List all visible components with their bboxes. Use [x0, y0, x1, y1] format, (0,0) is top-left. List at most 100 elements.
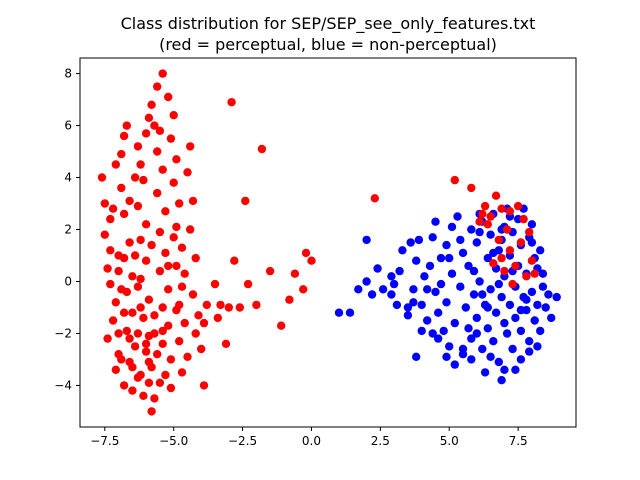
- data-point-series-1-135: [505, 207, 515, 216]
- y-tick-label: 8: [64, 67, 72, 81]
- data-point-series-0-106: [475, 227, 484, 237]
- data-point-series-0-83: [527, 287, 537, 297]
- data-point-series-1-142: [144, 357, 154, 367]
- data-point-series-1-152: [130, 173, 140, 182]
- data-point-series-0-89: [536, 246, 545, 255]
- data-point-series-1-117: [502, 225, 512, 234]
- data-point-series-0-0: [334, 308, 344, 317]
- data-point-series-0-14: [406, 238, 415, 247]
- data-point-series-1-118: [505, 246, 515, 255]
- data-point-series-1-165: [158, 326, 167, 336]
- data-point-series-1-154: [141, 129, 151, 138]
- data-point-series-1-16: [117, 183, 126, 193]
- data-point-series-0-40: [461, 303, 470, 312]
- data-point-series-1-72: [172, 261, 181, 271]
- data-point-series-1-166: [172, 305, 181, 315]
- data-point-series-1-59: [164, 321, 173, 330]
- data-point-series-0-87: [533, 300, 542, 310]
- data-point-series-0-55: [489, 337, 498, 346]
- data-point-series-1-71: [177, 243, 187, 252]
- data-point-series-1-122: [527, 256, 537, 265]
- data-point-series-1-101: [252, 300, 261, 310]
- data-point-series-0-102: [516, 355, 526, 364]
- data-point-series-1-115: [491, 191, 501, 200]
- data-point-series-0-27: [434, 334, 443, 343]
- y-axis: −4 −2 0 2 4 6 8: [54, 67, 80, 392]
- data-point-series-1-60: [158, 339, 167, 348]
- data-point-series-0-113: [522, 295, 531, 304]
- data-point-series-1-29: [133, 142, 143, 151]
- data-point-series-0-97: [458, 344, 468, 354]
- data-point-series-0-110: [478, 290, 487, 299]
- data-point-series-1-30: [136, 160, 145, 169]
- data-point-series-1-8: [108, 316, 118, 325]
- data-point-series-0-117: [423, 285, 432, 294]
- data-point-series-0-15: [409, 298, 418, 307]
- data-point-series-1-17: [125, 196, 134, 206]
- data-point-series-1-34: [136, 235, 145, 245]
- data-point-series-1-4: [106, 246, 115, 255]
- data-point-series-1-18: [119, 209, 129, 219]
- x-tick-label: −2.5: [228, 434, 257, 448]
- data-point-series-1-160: [180, 269, 189, 278]
- data-point-series-0-68: [505, 300, 515, 310]
- data-point-series-0-10: [395, 266, 404, 276]
- data-point-series-1-132: [530, 269, 539, 278]
- data-point-series-0-34: [447, 222, 457, 232]
- data-point-series-0-41: [464, 261, 473, 271]
- data-point-series-0-8: [387, 272, 396, 281]
- data-point-series-1-43: [150, 394, 159, 403]
- points-layer: [97, 69, 561, 416]
- data-point-series-0-26: [434, 308, 443, 317]
- data-point-series-1-9: [103, 334, 112, 343]
- data-point-series-0-33: [447, 269, 457, 278]
- data-point-series-1-161: [169, 233, 178, 242]
- data-point-series-1-114: [486, 212, 495, 221]
- data-point-series-1-50: [153, 147, 162, 156]
- data-point-series-1-149: [114, 266, 123, 276]
- data-point-series-1-92: [213, 313, 222, 323]
- data-point-series-1-130: [478, 209, 487, 219]
- data-point-series-0-7: [378, 285, 388, 294]
- data-point-series-0-81: [525, 337, 534, 346]
- data-point-series-0-9: [392, 300, 402, 310]
- data-point-series-1-36: [136, 274, 145, 284]
- data-point-series-1-113: [480, 201, 490, 211]
- data-point-series-0-105: [489, 248, 498, 258]
- data-point-series-0-58: [491, 308, 501, 317]
- data-point-series-1-150: [117, 285, 126, 294]
- data-point-series-0-126: [486, 352, 495, 361]
- data-point-series-1-157: [150, 311, 159, 320]
- data-point-series-0-53: [486, 230, 495, 239]
- data-point-series-1-127: [519, 214, 528, 224]
- data-point-series-1-128: [489, 259, 498, 268]
- data-point-series-1-140: [128, 363, 137, 372]
- data-point-series-1-84: [188, 290, 198, 299]
- data-point-series-1-63: [166, 383, 176, 393]
- data-point-series-1-21: [128, 272, 137, 281]
- data-point-series-0-16: [409, 285, 418, 294]
- data-point-series-1-94: [221, 339, 231, 348]
- data-point-series-0-107: [464, 324, 473, 333]
- data-point-series-0-131: [417, 326, 426, 336]
- data-point-series-1-15: [122, 121, 131, 130]
- data-point-series-1-90: [202, 300, 211, 310]
- data-point-series-1-86: [191, 329, 200, 338]
- x-axis: −7.5 −5.0 −2.5 0.0 2.5 5.0 7.5: [90, 427, 528, 448]
- chart-title: Class distribution for SEP/SEP_see_only_…: [121, 14, 536, 34]
- data-point-series-1-80: [183, 168, 192, 177]
- data-point-series-0-24: [431, 287, 440, 297]
- data-point-series-1-89: [199, 381, 209, 390]
- data-point-series-1-1: [100, 199, 110, 208]
- data-point-series-1-125: [500, 266, 509, 276]
- data-point-series-1-2: [106, 214, 115, 224]
- data-point-series-1-67: [172, 155, 181, 164]
- data-point-series-0-121: [445, 253, 454, 263]
- data-point-series-1-121: [522, 272, 531, 281]
- data-point-series-1-70: [172, 222, 181, 232]
- data-point-series-1-3: [100, 230, 110, 239]
- data-point-series-1-137: [133, 329, 143, 338]
- data-point-series-0-6: [362, 235, 371, 245]
- data-point-series-0-23: [428, 233, 437, 242]
- data-point-series-0-29: [439, 326, 448, 336]
